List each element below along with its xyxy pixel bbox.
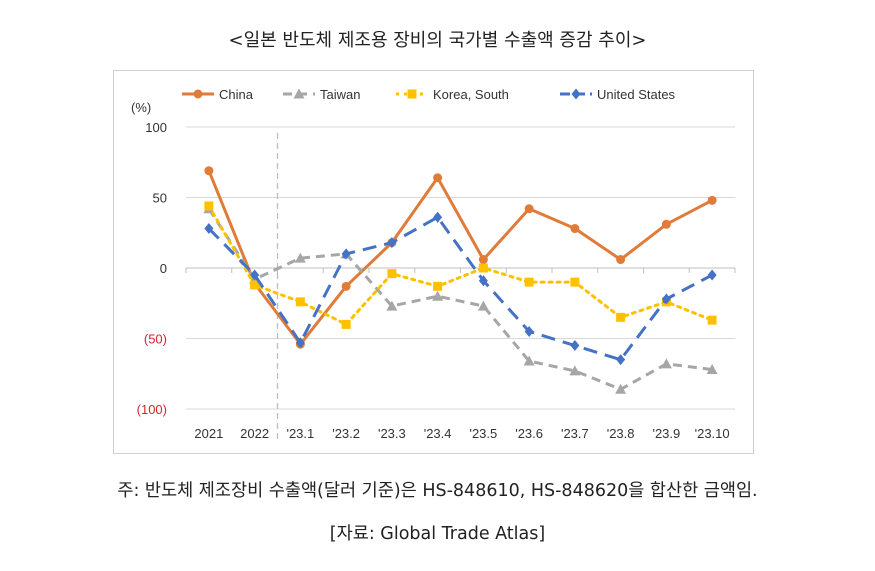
series-line-taiwan (207, 207, 713, 391)
chart-title: <일본 반도체 제조용 장비의 국가별 수출액 증감 추이> (228, 30, 647, 51)
data-point-korea-south (478, 263, 488, 273)
y-tick-label: 0 (160, 261, 167, 276)
source-note: [자료: Global Trade Atlas] (329, 524, 546, 544)
data-point-taiwan (432, 290, 444, 301)
series-line-united-states (207, 215, 713, 362)
data-point-taiwan (386, 300, 398, 311)
data-point-taiwan (477, 300, 489, 311)
data-point-korea-south (707, 315, 717, 325)
legend-marker (293, 88, 305, 99)
x-tick-label: '23.8 (607, 426, 635, 441)
x-tick-label: '23.10 (695, 426, 730, 441)
data-point-korea-south (524, 277, 534, 287)
data-point-united-states (616, 354, 626, 366)
data-point-united-states (524, 325, 534, 337)
data-point-china (661, 219, 671, 229)
data-point-united-states (204, 223, 214, 235)
data-point-korea-south (204, 201, 214, 211)
series-line-korea-south (207, 204, 714, 326)
x-tick-label: '23.3 (378, 426, 406, 441)
chart-frame (113, 70, 754, 454)
data-point-taiwan (523, 355, 535, 366)
data-point-taiwan (569, 365, 581, 376)
data-point-china (204, 166, 214, 176)
data-point-taiwan (615, 383, 627, 394)
data-point-united-states (661, 293, 671, 305)
footnote: 주: 반도체 제조장비 수출액(달러 기준)은 HS-848610, HS-84… (117, 481, 758, 501)
y-tick-label: 100 (145, 120, 167, 135)
x-tick-label: '23.1 (286, 426, 314, 441)
data-point-china (570, 224, 580, 234)
data-point-united-states (570, 340, 580, 352)
data-point-united-states (433, 211, 443, 223)
y-axis-unit: (%) (131, 100, 151, 115)
data-point-korea-south (250, 280, 260, 290)
legend-marker (407, 89, 417, 99)
x-tick-label: '23.5 (469, 426, 497, 441)
data-point-united-states (295, 337, 305, 349)
data-point-united-states (341, 248, 351, 260)
data-point-taiwan (706, 364, 718, 375)
legend-label: United States (597, 87, 676, 102)
legend-label: Taiwan (320, 87, 360, 102)
x-tick-label: '23.6 (515, 426, 543, 441)
legend-marker (571, 88, 581, 100)
data-point-china (478, 255, 488, 265)
data-point-united-states (387, 237, 397, 249)
data-point-korea-south (616, 312, 626, 322)
data-point-china (616, 255, 626, 265)
x-tick-label: '23.4 (424, 426, 452, 441)
data-point-china (433, 173, 443, 183)
legend-label: Korea, South (433, 87, 509, 102)
data-point-china (341, 281, 351, 291)
data-point-korea-south (341, 319, 351, 329)
data-point-china (524, 204, 534, 214)
data-point-korea-south (295, 297, 305, 307)
data-point-china (707, 195, 717, 205)
legend-marker (193, 89, 203, 99)
data-point-taiwan (294, 252, 306, 263)
x-tick-label: '23.7 (561, 426, 589, 441)
data-point-united-states (478, 275, 488, 287)
y-tick-label: 50 (153, 191, 167, 206)
data-point-korea-south (433, 281, 443, 291)
x-tick-label: 2021 (194, 426, 223, 441)
data-point-united-states (250, 269, 260, 281)
data-point-korea-south (387, 269, 397, 279)
x-tick-label: 2022 (240, 426, 269, 441)
legend-label: China (219, 87, 254, 102)
y-tick-label: (50) (144, 332, 167, 347)
x-tick-label: '23.9 (652, 426, 680, 441)
y-tick-label: (100) (137, 402, 167, 417)
data-point-united-states (707, 269, 717, 281)
data-point-taiwan (660, 358, 672, 369)
x-tick-label: '23.2 (332, 426, 360, 441)
data-point-korea-south (570, 277, 580, 287)
